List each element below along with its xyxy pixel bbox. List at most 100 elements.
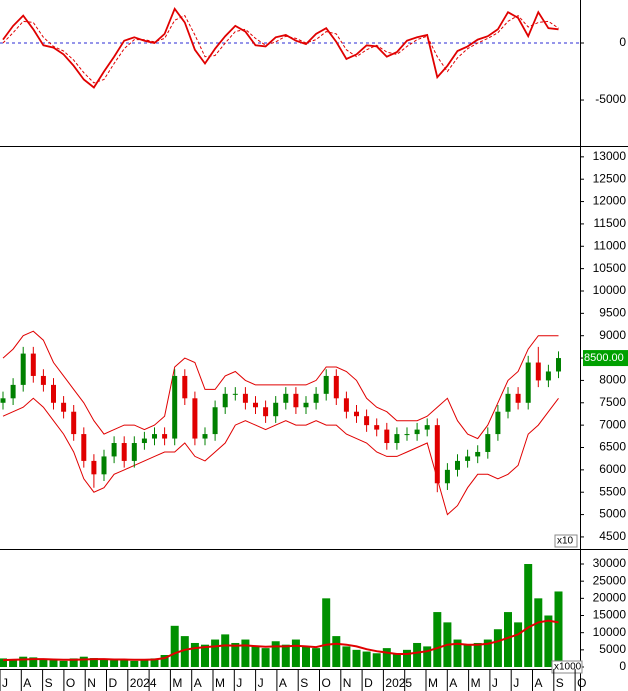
candle-body [172, 375, 178, 439]
volume-bar [241, 639, 250, 668]
lower-band [2, 397, 559, 516]
y-tick-label: 12000 [593, 194, 627, 208]
candle-body [91, 460, 97, 475]
x-tick-label: J [258, 676, 264, 690]
upper-band [2, 330, 559, 440]
candle-body [444, 469, 450, 484]
candle-body [71, 411, 77, 435]
y-tick-label: 5500 [599, 484, 626, 498]
volume-bar [231, 642, 240, 668]
unit-label: x1000 [554, 662, 582, 673]
volume-bar [372, 653, 381, 668]
volume-bar [382, 648, 391, 668]
x-tick-label: J [513, 676, 519, 690]
candle-body [152, 434, 157, 439]
candle-body [354, 411, 359, 417]
x-tick-label: A [279, 676, 287, 690]
volume-bar [160, 654, 169, 668]
volume-bar [362, 651, 371, 668]
x-tick-label: A [194, 676, 202, 690]
oscillator-line [2, 14, 559, 84]
volume-bar [271, 641, 280, 668]
y-tick-label: 13000 [593, 149, 627, 163]
candle-body [515, 393, 521, 403]
candle-body [40, 375, 46, 385]
candle-body [61, 402, 67, 412]
x-tick-label: J [2, 676, 8, 690]
x-tick-label: 2024 [130, 676, 157, 690]
x-tick-label: S [45, 676, 53, 690]
candle-body [111, 443, 117, 457]
x-tick-label: N [87, 676, 96, 690]
volume-bar [322, 598, 331, 668]
volume-ma [2, 619, 559, 662]
y-tick-label: 25000 [593, 573, 627, 587]
candle-body [434, 425, 440, 484]
volume-bar [180, 636, 189, 668]
volume-bar [251, 646, 260, 668]
candle-body [20, 353, 26, 385]
volume-bar [261, 648, 270, 668]
y-tick-label: 6500 [599, 440, 626, 454]
volume-bar [170, 625, 179, 668]
y-tick-label: 10000 [593, 625, 627, 639]
y-tick-label: 15000 [593, 608, 627, 622]
volume-bar [332, 636, 341, 668]
volume-bar [514, 622, 523, 668]
volume-bar [403, 649, 411, 668]
volume-bar [140, 659, 149, 668]
x-tick-label: S [556, 676, 564, 690]
candle-body [202, 434, 208, 439]
volume-bar [473, 642, 482, 668]
candle-body [455, 460, 460, 470]
volume-bar [29, 657, 38, 668]
y-tick-label: 10500 [593, 261, 627, 275]
x-tick-label: M [428, 676, 438, 690]
candle-body [30, 353, 36, 376]
candle-body [374, 425, 380, 430]
candle-body [192, 398, 198, 439]
y-tick-label: 7000 [599, 417, 626, 431]
x-tick-label: O [322, 676, 331, 690]
volume-bar [312, 648, 321, 668]
candle-body [525, 362, 531, 403]
candle-body [394, 434, 400, 444]
candle-body [222, 393, 228, 408]
candle-body [323, 375, 329, 394]
candle-body [51, 384, 56, 403]
volume-bar [0, 658, 7, 668]
candle-body [131, 443, 137, 461]
volume-bar [302, 646, 310, 668]
last-price-label: 8500.00 [584, 352, 624, 364]
candle-body [303, 402, 309, 408]
volume-bar [554, 591, 563, 668]
volume-bar [39, 659, 48, 668]
volume-bar [59, 660, 68, 668]
y-tick-label: 0 [619, 659, 626, 673]
oscillator-line [2, 6, 559, 89]
y-tick-label: 12500 [593, 171, 627, 185]
candle-body [404, 434, 410, 436]
candle-body [293, 393, 299, 408]
x-tick-label: M [215, 676, 225, 690]
volume-bar [79, 656, 88, 668]
volume-bar [100, 659, 108, 668]
candle-body [364, 416, 370, 426]
volume-bar [413, 642, 422, 668]
y-tick-label: 9500 [599, 306, 626, 320]
y-tick-label: 11500 [594, 216, 627, 230]
candle-body [81, 434, 87, 461]
candle-body [141, 438, 147, 444]
candle-body [343, 398, 349, 412]
candle-body [212, 407, 218, 435]
volume-bar [342, 646, 351, 668]
unit-label: x10 [557, 536, 574, 547]
volume-bar [49, 660, 58, 668]
x-tick-label: O [577, 676, 586, 690]
volume-bar [19, 656, 28, 668]
volume-bar [281, 644, 290, 668]
y-tick-label: 7500 [599, 395, 626, 409]
volume-bar [423, 646, 432, 668]
volume-bar [544, 615, 553, 668]
